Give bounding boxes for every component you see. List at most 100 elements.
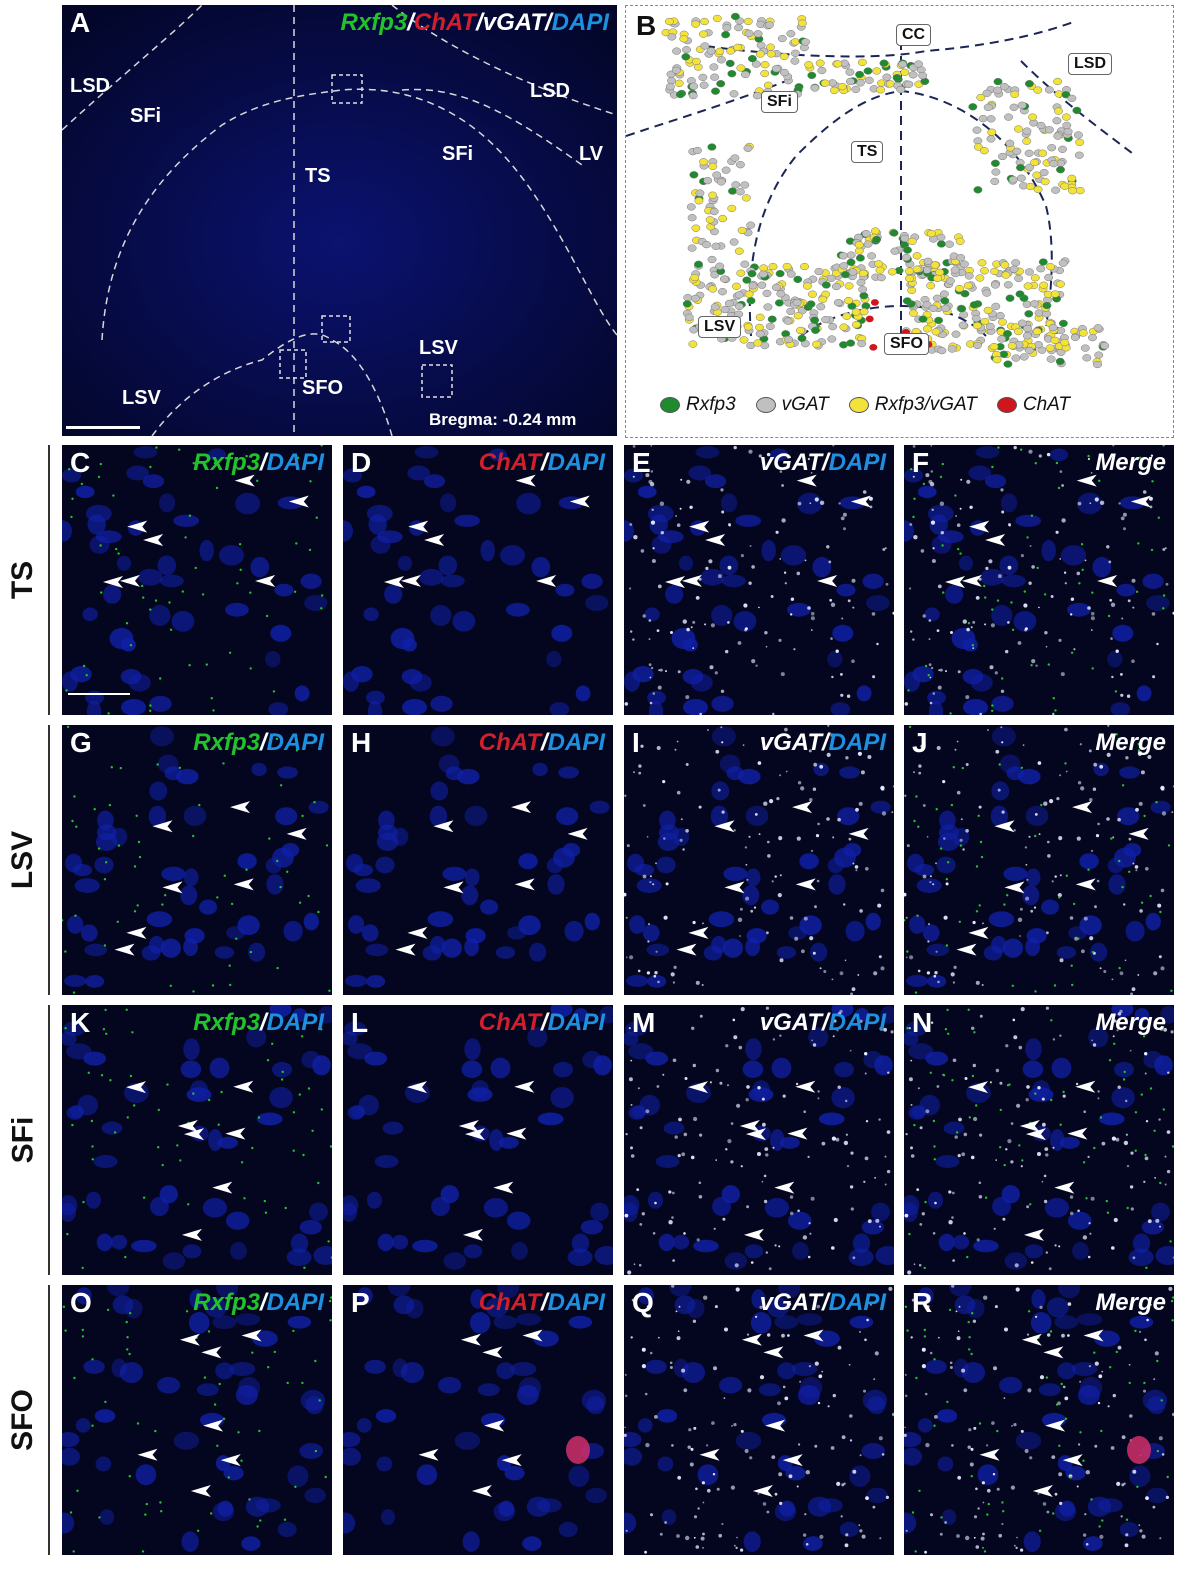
cell-dot bbox=[912, 252, 922, 260]
cell-dot bbox=[993, 86, 1003, 94]
cell-dot bbox=[801, 38, 810, 46]
cell-dot bbox=[989, 342, 999, 351]
channel-label: vGAT/DAPI bbox=[760, 729, 886, 757]
cell-dot bbox=[1023, 282, 1033, 290]
cell-dot bbox=[903, 246, 912, 254]
cell-dot bbox=[1022, 127, 1032, 135]
cell-dot bbox=[774, 299, 784, 307]
arrowhead-marker bbox=[1062, 1454, 1083, 1467]
panel-letter: K bbox=[70, 1007, 91, 1038]
cell-dot bbox=[759, 264, 769, 272]
cell-dots bbox=[661, 12, 1110, 369]
cell-dot bbox=[833, 298, 843, 307]
cell-dot bbox=[708, 162, 718, 171]
arrowhead-marker bbox=[506, 1127, 527, 1140]
cell-dot bbox=[720, 305, 730, 314]
cell-dot bbox=[698, 30, 708, 38]
cell-dot bbox=[818, 295, 828, 304]
arrowhead-marker bbox=[126, 926, 147, 939]
cell-dot bbox=[923, 257, 933, 265]
row-label: LSV bbox=[0, 725, 46, 995]
channel-label: vGAT/DAPI bbox=[760, 1009, 886, 1037]
channel-sep: / bbox=[540, 1009, 548, 1036]
panel-letter: J bbox=[912, 727, 928, 758]
cell-dot bbox=[1067, 94, 1077, 103]
cell-dot bbox=[947, 345, 957, 353]
arrowhead-marker bbox=[400, 574, 421, 587]
cell-dot bbox=[700, 17, 709, 26]
cell-dot bbox=[1024, 310, 1034, 318]
arrowhead-marker bbox=[522, 1329, 543, 1342]
cell-dot bbox=[1049, 159, 1059, 168]
channel-label: ChAT/DAPI bbox=[479, 449, 605, 477]
cell-dot bbox=[779, 52, 789, 61]
arrowhead-marker bbox=[493, 1181, 514, 1194]
cell-dot bbox=[716, 178, 726, 186]
micrograph-panel-merge: N Merge bbox=[904, 1005, 1174, 1275]
cell-dot bbox=[753, 339, 763, 347]
row-label-text: TS bbox=[6, 560, 39, 600]
cell-dot bbox=[826, 274, 836, 282]
cell-dot bbox=[951, 330, 961, 338]
cell-dot bbox=[1039, 281, 1049, 289]
cell-dot bbox=[855, 254, 865, 262]
cell-dot bbox=[700, 42, 710, 50]
arrowhead-marker bbox=[460, 1333, 481, 1346]
cell-dot bbox=[698, 73, 708, 82]
cell-dot bbox=[945, 277, 955, 285]
cell-dot bbox=[755, 50, 765, 58]
cell-dot bbox=[716, 56, 726, 64]
cell-dot bbox=[1033, 185, 1043, 194]
cell-dot bbox=[786, 270, 796, 278]
channel-vgat: vGAT bbox=[759, 1289, 822, 1316]
bregma-label: Bregma: -0.24 mm bbox=[429, 410, 577, 429]
channel-sep: / bbox=[540, 449, 548, 476]
arrowhead-marker bbox=[1075, 878, 1096, 891]
channel-merge: Merge bbox=[1095, 449, 1166, 476]
micrograph-image bbox=[343, 1285, 613, 1555]
cell-dot bbox=[727, 204, 737, 213]
row-divider bbox=[48, 725, 50, 995]
cell-dot bbox=[1022, 137, 1032, 145]
channel-label: Rxfp3/DAPI bbox=[193, 449, 324, 477]
cell-dot bbox=[1011, 354, 1021, 362]
row-label-text: SFi bbox=[6, 1116, 40, 1164]
arrowhead-marker bbox=[407, 1081, 428, 1094]
cell-dot bbox=[732, 282, 741, 290]
cell-dot bbox=[985, 322, 995, 331]
cell-dot bbox=[766, 43, 775, 51]
channel-dapi: DAPI bbox=[547, 1009, 605, 1036]
cell-dot bbox=[1005, 139, 1015, 147]
cell-dot bbox=[963, 281, 973, 290]
cell-dot bbox=[940, 297, 950, 305]
cell-dot bbox=[858, 269, 868, 277]
channel-dapi: DAPI bbox=[828, 1289, 886, 1316]
micrograph-image bbox=[624, 725, 894, 995]
cell-dot bbox=[719, 275, 729, 283]
cell-dot bbox=[863, 67, 873, 75]
cell-dot bbox=[800, 262, 809, 271]
cell-dot bbox=[734, 23, 744, 32]
arrowhead-marker bbox=[395, 943, 416, 956]
cell-dot bbox=[907, 237, 917, 246]
cell-dot bbox=[1016, 174, 1026, 182]
cell-dot bbox=[939, 290, 949, 298]
arrowhead-marker bbox=[688, 1081, 709, 1094]
cell-dot bbox=[959, 260, 969, 268]
cell-dot bbox=[945, 240, 954, 248]
cell-dot bbox=[1042, 301, 1052, 310]
arrowhead-marker bbox=[255, 575, 276, 588]
cell-dot bbox=[667, 76, 677, 85]
cell-dot bbox=[882, 73, 892, 81]
cell-dot bbox=[867, 252, 877, 260]
cell-dot bbox=[782, 262, 792, 271]
micrograph-image bbox=[624, 1285, 894, 1555]
cell-dot bbox=[755, 330, 765, 338]
arrowhead-marker bbox=[743, 1228, 764, 1241]
cell-dot bbox=[837, 82, 847, 91]
cell-dot bbox=[1005, 294, 1015, 302]
cell-dot bbox=[730, 154, 740, 162]
arrowhead-marker bbox=[774, 1181, 795, 1194]
region-label-lsv-left: LSV bbox=[122, 387, 161, 409]
channel-dapi: DAPI bbox=[266, 449, 324, 476]
